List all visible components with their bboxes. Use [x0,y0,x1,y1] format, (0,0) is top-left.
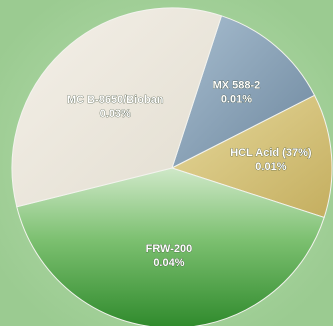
slice-value-label: 0.03% [100,108,131,120]
slice-value-label: 0.01% [255,161,286,173]
slice-value-label: 0.04% [153,257,184,269]
pie-slice-hcl-acid-37 [170,94,333,219]
slice-name-label: FRW-200 [146,243,193,255]
slice-name-label: HCL Acid (37%) [230,147,312,159]
slice-name-label: MC B-8650/Bioban [67,94,164,106]
pie-slice-mx-588-2 [171,15,316,169]
pie-slice-frw-200 [16,167,325,326]
slice-name-label: MX 588-2 [213,80,261,92]
slice-value-label: 0.01% [221,94,252,106]
pie-slice-mc-b-8650-bioban [11,7,223,208]
